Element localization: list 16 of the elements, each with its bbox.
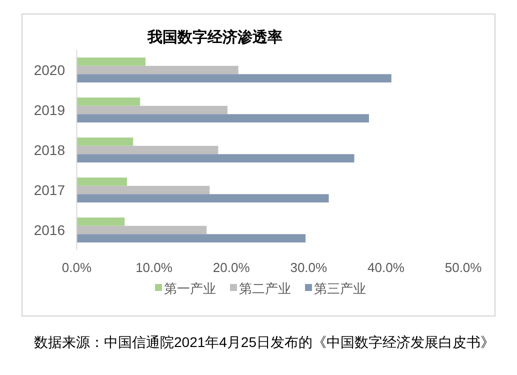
x-tick-label: 40.0% [368,260,405,275]
y-tick-label: 2018 [34,142,66,158]
chart-title: 我国数字经济渗透率 [146,28,282,46]
y-tick-label: 2020 [34,62,66,78]
legend-label: 第二产业 [239,281,291,296]
x-tick-label: 20.0% [212,260,250,275]
source-note: 数据来源：中国信通院2021年4月25日发布的《中国数字经济发展白皮书》 [34,334,495,350]
legend-label: 第三产业 [314,281,366,296]
x-tick-label: 0.0% [62,260,92,275]
x-tick-label: 10.0% [136,260,173,275]
y-tick-label: 2019 [34,102,66,118]
x-tick-label: 30.0% [290,260,328,275]
x-tick-label: 50.0% [444,260,482,275]
y-tick-label: 2016 [34,222,66,238]
legend-label: 第一产业 [164,281,216,296]
y-tick-label: 2017 [34,182,66,198]
